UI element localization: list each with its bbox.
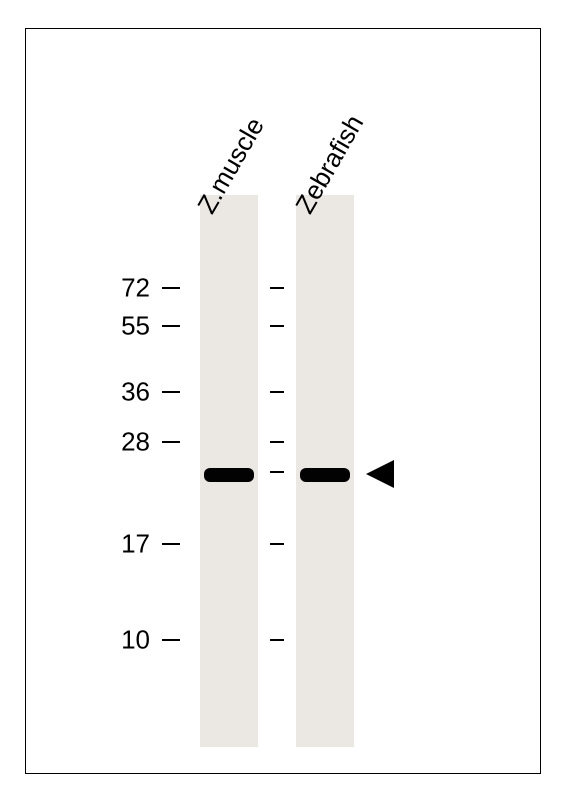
mw-label-72: 72 [0,273,150,304]
mw-tick [270,441,284,443]
mw-tick [270,287,284,289]
western-blot-figure: Z.muscle Zebrafish 72 55 36 28 17 10 [0,0,565,800]
mw-tick [162,325,180,327]
mw-label-55: 55 [0,311,150,342]
mw-tick [270,639,284,641]
mw-tick [270,543,284,545]
mw-label-36: 36 [0,377,150,408]
mw-tick [162,639,180,641]
mw-tick [162,287,180,289]
mw-tick [270,471,284,473]
band-lane-2 [300,468,350,482]
mw-tick [162,543,180,545]
band-lane-1 [204,468,254,482]
mw-tick [162,441,180,443]
mw-tick [270,325,284,327]
mw-label-10: 10 [0,625,150,656]
target-band-arrow-icon [366,460,394,488]
mw-label-28: 28 [0,427,150,458]
mw-tick [270,391,284,393]
mw-label-17: 17 [0,529,150,560]
mw-tick [162,391,180,393]
